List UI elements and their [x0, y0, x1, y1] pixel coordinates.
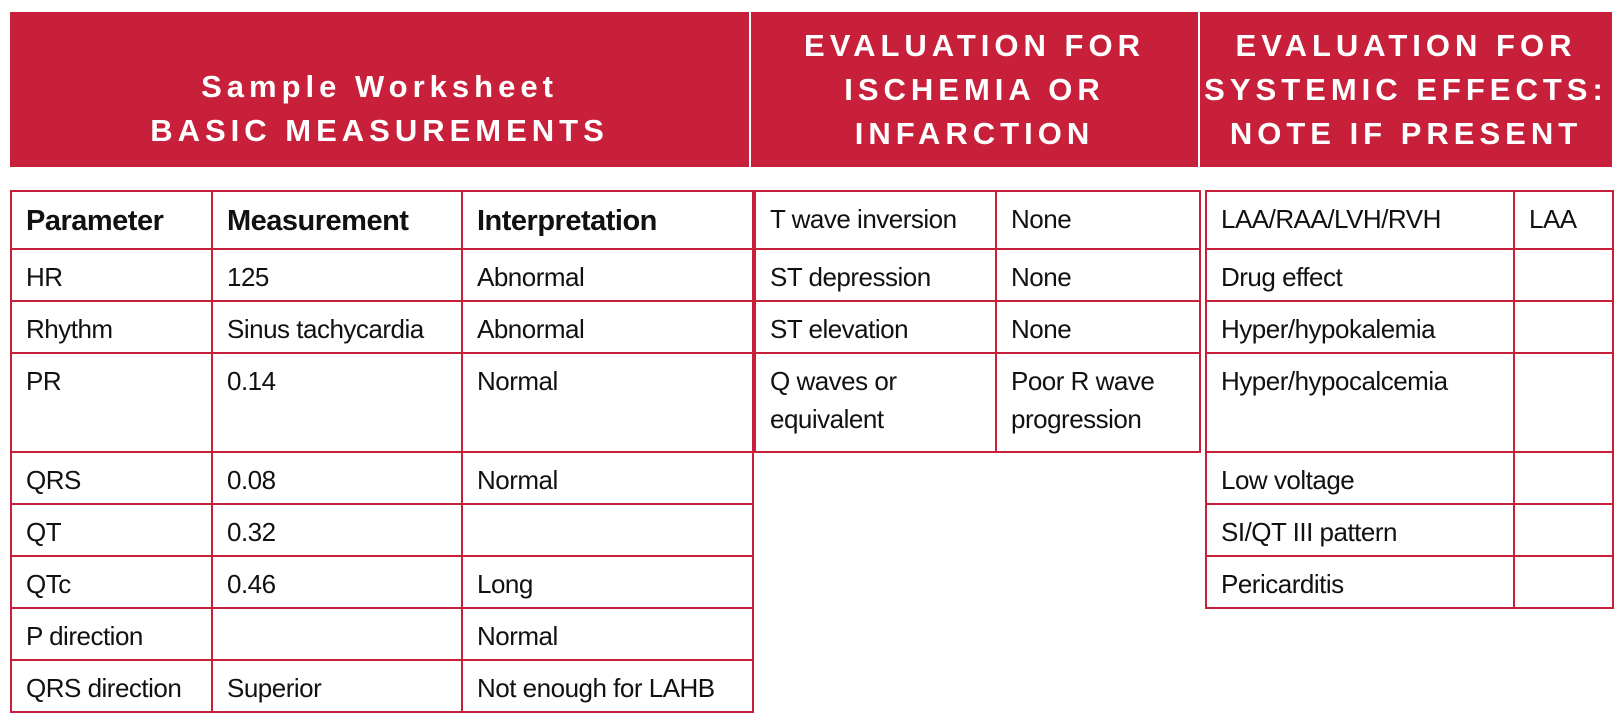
table-row: SI/QT III pattern [1205, 503, 1614, 557]
table-cell: Normal [461, 451, 754, 505]
table-cell: Sinus tachycardia [211, 300, 463, 354]
table-row: Drug effect [1205, 248, 1614, 302]
table-cell [1513, 300, 1614, 354]
table-cell: HR [10, 248, 213, 302]
table-cell: ST elevation [754, 300, 997, 354]
ischemia-table: T wave inversion None ST depression None ST … [754, 190, 1201, 453]
systemic-effects-table: LAA/RAA/LVH/RVH LAA Drug effect Hyper/hypok… [1205, 190, 1614, 609]
table-cell: None [995, 190, 1201, 250]
table-row: QRS direction Superior Not enough for LAHB [10, 659, 754, 713]
section-header: EVALUATION FOR ISCHEMIA OR INFARCTION [751, 12, 1198, 167]
section-header: EVALUATION FOR SYSTEMIC EFFECTS: NOTE IF P… [1200, 12, 1612, 167]
header-line: ISCHEMIA OR [844, 71, 1105, 107]
table-cell: LAA [1513, 190, 1614, 250]
table-cell [1513, 503, 1614, 557]
table-row: Low voltage [1205, 451, 1614, 505]
column-header: Interpretation [461, 190, 754, 250]
table-cell: Q waves or equivalent [754, 352, 997, 453]
table-cell: P direction [10, 607, 213, 661]
table-cell [1513, 248, 1614, 302]
table-row: QRS 0.08 Normal [10, 451, 754, 505]
header-line: EVALUATION FOR [804, 27, 1145, 63]
table-cell: 0.14 [211, 352, 463, 453]
table-row: Hyper/hypocalcemia [1205, 352, 1614, 453]
section-header: Sample Worksheet BASIC MEASUREMENTS [10, 12, 749, 167]
table-cell: 0.08 [211, 451, 463, 505]
header-line: Sample Worksheet [201, 69, 558, 104]
table-cell: LAA/RAA/LVH/RVH [1205, 190, 1515, 250]
table-row: ST elevation None [754, 300, 1201, 354]
header-line: EVALUATION FOR [1235, 27, 1577, 63]
table-cell: None [995, 300, 1201, 354]
header-line: INFARCTION [854, 115, 1095, 151]
table-row: Rhythm Sinus tachycardia Abnormal [10, 300, 754, 354]
table-cell: Normal [461, 607, 754, 661]
table-cell: 0.32 [211, 503, 463, 557]
table-row: PR 0.14 Normal [10, 352, 754, 453]
table-cell: Superior [211, 659, 463, 713]
table-cell: QTc [10, 555, 213, 609]
table-cell: Hyper/hypocalcemia [1205, 352, 1515, 453]
table-cell: Normal [461, 352, 754, 453]
table-cell: Not enough for LAHB [461, 659, 754, 713]
basic-measurements-table: Parameter Measurement Interpretation HR 125 A… [10, 190, 754, 713]
table-row: T wave inversion None [754, 190, 1201, 250]
table-row: P direction Normal [10, 607, 754, 661]
table-cell [1513, 555, 1614, 609]
header-line: NOTE IF PRESENT [1229, 115, 1583, 151]
table-cell [211, 607, 463, 661]
table-row: ST depression None [754, 248, 1201, 302]
table-row: Q waves or equivalent Poor R wave progres… [754, 352, 1201, 453]
table-cell: Poor R wave progression [995, 352, 1201, 453]
table-row: QT 0.32 [10, 503, 754, 557]
table-cell: QRS direction [10, 659, 213, 713]
table-cell: 0.46 [211, 555, 463, 609]
table-cell [461, 503, 754, 557]
table-cell: Rhythm [10, 300, 213, 354]
table-cell: QT [10, 503, 213, 557]
table-row: Hyper/hypokalemia [1205, 300, 1614, 354]
header-line: BASIC MEASUREMENTS [150, 113, 609, 148]
table-row: LAA/RAA/LVH/RVH LAA [1205, 190, 1614, 250]
table-cell: Abnormal [461, 300, 754, 354]
table-cell: QRS [10, 451, 213, 505]
column-header: Measurement [211, 190, 463, 250]
table-cell: Pericarditis [1205, 555, 1515, 609]
table-cell: Abnormal [461, 248, 754, 302]
table-cell: 125 [211, 248, 463, 302]
table-row: Pericarditis [1205, 555, 1614, 609]
header-line: SYSTEMIC EFFECTS: [1204, 71, 1608, 107]
table-row: Parameter Measurement Interpretation [10, 190, 754, 250]
table-cell [1513, 352, 1614, 453]
table-cell: SI/QT III pattern [1205, 503, 1515, 557]
table-cell: Low voltage [1205, 451, 1515, 505]
table-cell: T wave inversion [754, 190, 997, 250]
table-row: HR 125 Abnormal [10, 248, 754, 302]
table-cell: PR [10, 352, 213, 453]
column-header: Parameter [10, 190, 213, 250]
table-cell: Hyper/hypokalemia [1205, 300, 1515, 354]
table-cell [1513, 451, 1614, 505]
table-cell: ST depression [754, 248, 997, 302]
table-cell: Drug effect [1205, 248, 1515, 302]
table-row: QTc 0.46 Long [10, 555, 754, 609]
table-cell: None [995, 248, 1201, 302]
table-cell: Long [461, 555, 754, 609]
